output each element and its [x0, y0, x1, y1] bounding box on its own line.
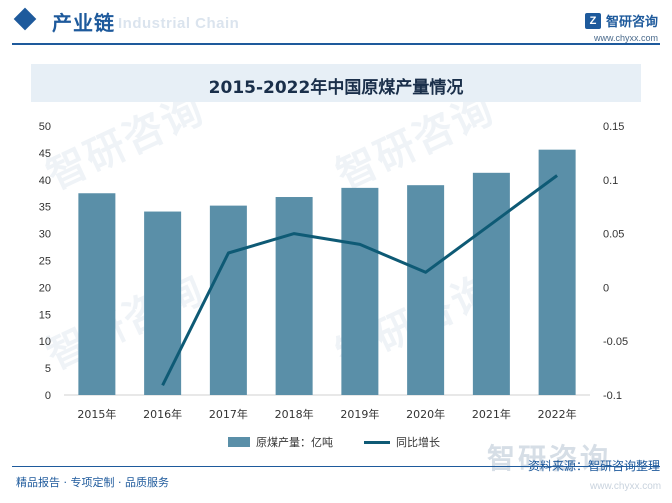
footer-divider [12, 466, 660, 467]
y-tick-label: 15 [39, 309, 51, 321]
y2-tick-label: 0.1 [603, 175, 618, 187]
bar [78, 193, 116, 395]
brand-logo-icon: Z [584, 12, 601, 29]
legend-item-bar: 原煤产量：亿吨 [228, 434, 333, 450]
bar [275, 197, 313, 395]
footer-logo-url: www.chyxx.com [590, 481, 662, 492]
section-subtitle-watermark: Industrial Chain [118, 15, 240, 32]
legend-label-bar: 原煤产量：亿吨 [256, 436, 333, 449]
x-tick-label: 2019年 [340, 407, 379, 421]
bar [209, 205, 247, 395]
bar [407, 185, 445, 395]
footer-logo-watermark: 智研咨询 [487, 442, 612, 475]
legend-line-swatch [364, 440, 390, 444]
legend: 原煤产量：亿吨 同比增长 [0, 434, 672, 450]
section-title: 产业链 [52, 11, 115, 35]
bar [538, 149, 576, 395]
bar [341, 187, 379, 395]
bar [472, 172, 510, 395]
bar [144, 211, 182, 395]
y2-tick-label: 0.05 [603, 229, 624, 241]
y-tick-label: 0 [45, 390, 51, 402]
y2-tick-label: -0.05 [603, 336, 628, 348]
y2-tick-label: 0 [603, 282, 609, 294]
x-tick-label: 2015年 [77, 407, 116, 421]
x-tick-label: 2016年 [143, 407, 182, 421]
y-tick-label: 25 [39, 256, 51, 268]
y-tick-label: 5 [45, 363, 51, 375]
x-tick-label: 2017年 [209, 407, 248, 421]
chart-title-band: 2015-2022年中国原煤产量情况 [31, 64, 641, 102]
series-line [161, 174, 558, 386]
y-tick-label: 30 [39, 229, 51, 241]
footer-tagline: 精品报告 · 专项定制 · 品质服务 [16, 476, 169, 489]
x-tick-label: 2021年 [472, 407, 511, 421]
legend-bar-swatch [228, 437, 250, 447]
brand-url: www.chyxx.com [593, 33, 658, 43]
y-tick-label: 20 [39, 282, 51, 294]
brand: Z 智研咨询 www.chyxx.com [584, 11, 658, 43]
brand-name: 智研咨询 [605, 15, 658, 30]
x-tick-label: 2018年 [275, 407, 314, 421]
y2-tick-label: -0.1 [603, 390, 622, 402]
chart-title: 2015-2022年中国原煤产量情况 [208, 78, 464, 98]
y-tick-label: 40 [39, 175, 51, 187]
legend-item-line: 同比增长 [364, 434, 440, 450]
header: 产业链 Industrial Chain Z 智研咨询 www.chyxx.co… [0, 0, 672, 52]
legend-label-line: 同比增长 [396, 436, 440, 449]
y-tick-label: 50 [39, 121, 51, 133]
x-tick-label: 2020年 [406, 407, 445, 421]
y-tick-label: 10 [39, 336, 51, 348]
y2-tick-label: 0.15 [603, 121, 624, 133]
y-tick-label: 35 [39, 202, 51, 214]
header-divider [12, 43, 660, 45]
x-tick-label: 2022年 [538, 407, 577, 421]
y-tick-label: 45 [39, 148, 51, 160]
